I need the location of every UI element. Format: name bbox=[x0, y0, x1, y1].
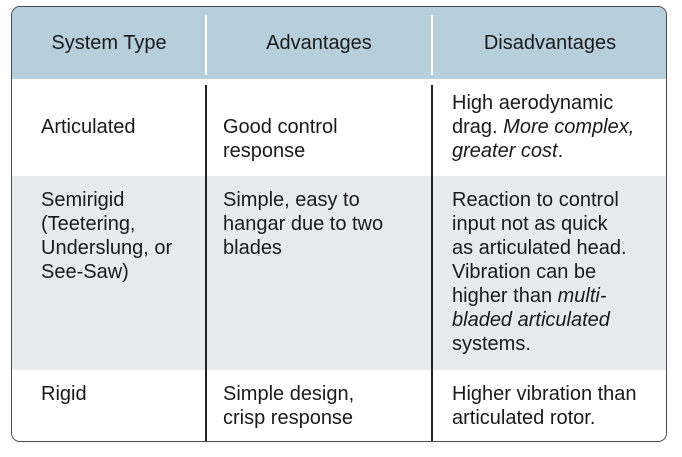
advantages-line: hangar due to two bbox=[223, 213, 384, 235]
header-advantages: Advantages bbox=[266, 32, 372, 54]
table-row: Articulated Good control response High a… bbox=[12, 79, 666, 176]
disadvantages-cell: Higher vibration than articulated rotor. bbox=[432, 382, 666, 430]
disadvantages-text: drag. bbox=[452, 116, 504, 138]
system-type-cell: Rigid bbox=[12, 382, 206, 406]
advantages-line: blades bbox=[223, 237, 282, 259]
disadvantages-text: higher than bbox=[452, 285, 558, 307]
table-header-row: System Type Advantages Disadvantages bbox=[12, 7, 666, 79]
disadvantages-line: as articulated head. bbox=[452, 237, 627, 259]
disadvantages-line: drag. More complex, bbox=[452, 115, 666, 139]
advantages-cell: Good control response bbox=[206, 115, 432, 163]
disadvantages-italic-text: More complex, bbox=[503, 116, 635, 138]
advantages-cell: Simple design, crisp response bbox=[206, 382, 432, 430]
disadvantages-text: . bbox=[557, 140, 564, 162]
system-type-line: Underslung, or bbox=[41, 237, 173, 259]
disadvantages-line: higher than multi- bbox=[452, 284, 666, 308]
disadvantages-line: articulated rotor. bbox=[452, 407, 596, 429]
header-divider bbox=[205, 15, 207, 75]
disadvantages-italic-text: greater cost bbox=[452, 140, 558, 162]
disadvantages-cell: High aerodynamic drag. More complex, gre… bbox=[432, 91, 666, 163]
header-disadvantages: Disadvantages bbox=[483, 32, 617, 54]
disadvantages-line: Higher vibration than bbox=[452, 383, 637, 405]
column-divider bbox=[205, 85, 207, 441]
disadvantages-cell: Reaction to control input not as quick a… bbox=[432, 188, 666, 356]
disadvantages-line: systems. bbox=[452, 333, 531, 355]
disadvantages-italic-text: multi- bbox=[557, 285, 607, 307]
system-type-line: Articulated bbox=[41, 116, 136, 138]
advantages-line: Simple design, bbox=[223, 383, 355, 405]
rotor-system-comparison-table: System Type Advantages Disadvantages Art… bbox=[11, 6, 667, 442]
system-type-line: Semirigid bbox=[41, 189, 125, 211]
system-type-line: See-Saw) bbox=[41, 261, 129, 283]
column-divider bbox=[431, 85, 433, 441]
advantages-cell: Simple, easy to hangar due to two blades bbox=[206, 188, 432, 260]
table-row: Rigid Simple design, crisp response High… bbox=[12, 370, 666, 441]
disadvantages-line: bladed articulated bbox=[452, 308, 666, 332]
system-type-line: (Teetering, bbox=[41, 213, 136, 235]
system-type-line: Rigid bbox=[41, 383, 87, 405]
advantages-line: Good control bbox=[223, 116, 338, 138]
advantages-line: response bbox=[223, 140, 306, 162]
disadvantages-line: input not as quick bbox=[452, 213, 608, 235]
system-type-cell: Articulated bbox=[12, 115, 206, 139]
system-type-cell: Semirigid (Teetering, Underslung, or See… bbox=[12, 188, 206, 284]
header-divider bbox=[431, 15, 433, 75]
disadvantages-line: Vibration can be bbox=[452, 261, 597, 283]
advantages-line: Simple, easy to bbox=[223, 189, 360, 211]
advantages-line: crisp response bbox=[223, 407, 354, 429]
header-system-type: System Type bbox=[51, 32, 167, 54]
table-row: Semirigid (Teetering, Underslung, or See… bbox=[12, 176, 666, 370]
disadvantages-line: greater cost. bbox=[452, 139, 666, 163]
disadvantages-italic-text: bladed articulated bbox=[452, 309, 610, 331]
disadvantages-line: High aerodynamic bbox=[452, 92, 614, 114]
disadvantages-line: Reaction to control bbox=[452, 189, 619, 211]
